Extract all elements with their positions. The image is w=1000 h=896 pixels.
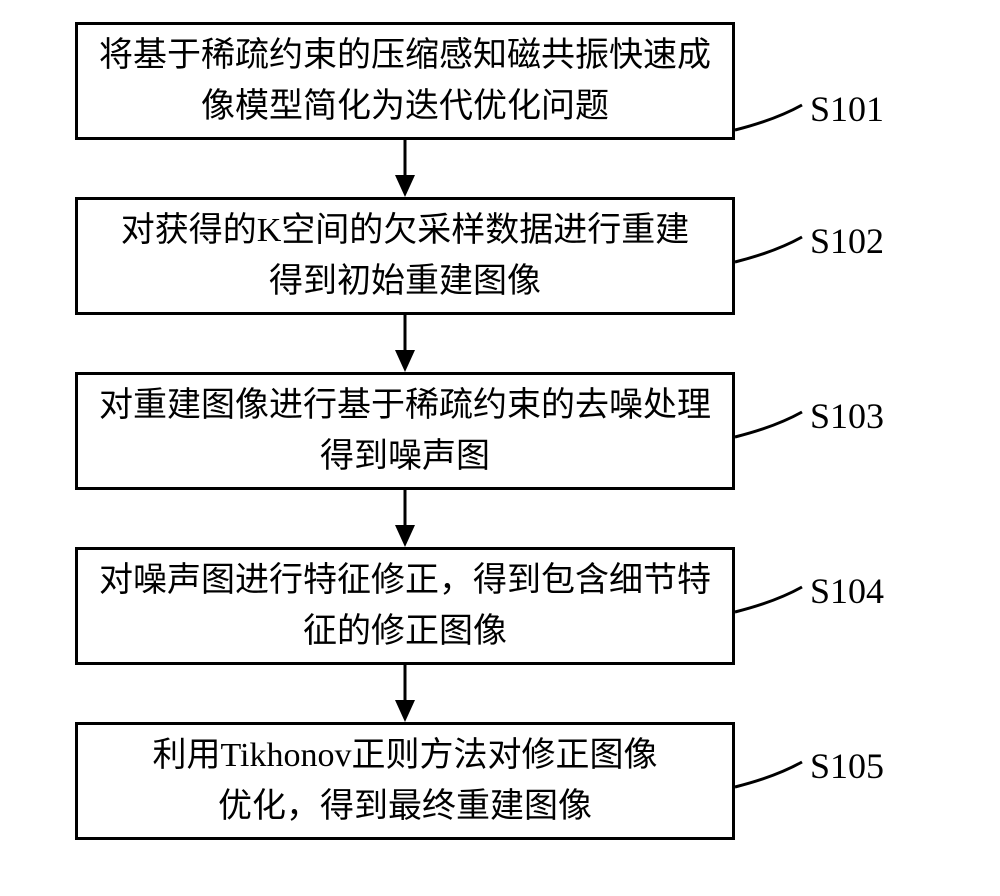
flowchart-canvas: 将基于稀疏约束的压缩感知磁共振快速成像模型简化为迭代优化问题S101对获得的K空… bbox=[0, 0, 1000, 896]
label-connector-s105 bbox=[0, 0, 1000, 896]
